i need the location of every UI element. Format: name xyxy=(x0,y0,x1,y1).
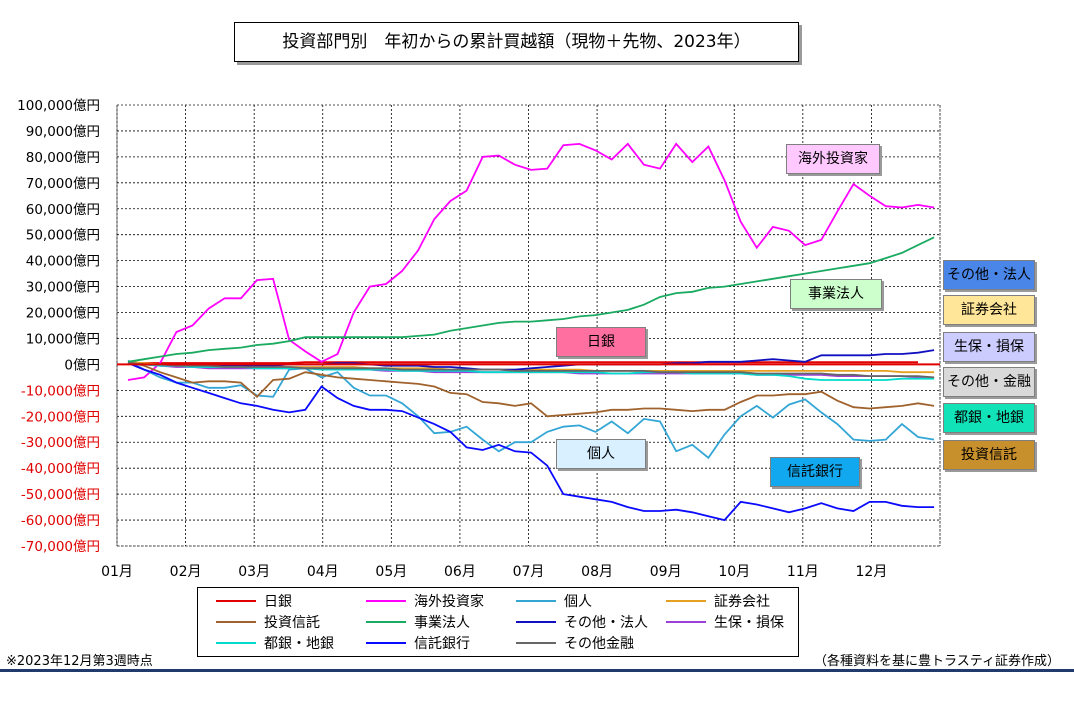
y-tick-label: 20,000億円 xyxy=(26,306,100,322)
series-line-0 xyxy=(128,361,918,365)
legend-item: その他・法人 xyxy=(516,612,648,632)
legend-item: 投資信託 xyxy=(216,612,320,632)
y-tick-label: -40,000億円 xyxy=(21,461,100,477)
legend-label: 事業法人 xyxy=(414,615,470,631)
legend-label: 個人 xyxy=(564,594,592,610)
x-tick-label: 06月 xyxy=(444,564,476,580)
x-tick-label: 09月 xyxy=(650,564,682,580)
chart-title: 投資部門別 年初からの累計買越額（現物＋先物、2023年） xyxy=(234,22,799,62)
x-tick-label: 12月 xyxy=(856,564,888,580)
legend-swatch xyxy=(516,621,556,623)
series-line-9 xyxy=(127,362,935,522)
y-tick-label: -70,000億円 xyxy=(21,539,100,555)
y-tick-label: 0億円 xyxy=(64,357,100,373)
legend-label: 証券会社 xyxy=(714,594,770,610)
annotation-label: 信託銀行 xyxy=(770,457,860,487)
annotation-label: 生保・損保 xyxy=(943,332,1035,362)
y-tick-label: -30,000億円 xyxy=(21,435,100,451)
annotation-label: その他・金融 xyxy=(943,367,1035,397)
legend-item: 日銀 xyxy=(216,591,292,611)
legend-label: 生保・損保 xyxy=(714,615,784,631)
series-line-6 xyxy=(127,349,935,371)
x-tick-label: 10月 xyxy=(718,564,750,580)
y-axis-ticks: 100,000億円 90,000億円 80,000億円 70,000億円 60,000億… xyxy=(17,98,100,555)
legend-item: 海外投資家 xyxy=(366,591,484,611)
annotation-label: 日銀 xyxy=(556,327,646,357)
legend-item: 信託銀行 xyxy=(366,633,470,653)
legend-label: 都銀・地銀 xyxy=(264,636,334,652)
y-tick-label: 40,000億円 xyxy=(26,254,100,270)
x-tick-label: 01月 xyxy=(101,564,133,580)
annotation-label: その他・法人 xyxy=(943,260,1035,290)
line-chart: 100,000億円 90,000億円 80,000億円 70,000億円 60,000億… xyxy=(17,98,941,580)
series-lines xyxy=(117,142,940,522)
annotation-label: 都銀・地銀 xyxy=(943,403,1035,433)
x-tick-label: 02月 xyxy=(170,564,202,580)
bottom-rule xyxy=(0,669,1074,672)
legend-item: その他金融 xyxy=(516,633,634,653)
legend-swatch xyxy=(366,621,406,623)
legend: 日銀 海外投資家 個人 証券会社投資信託 事業法人 その他・法人 生保・損保都銀・地銀 信託銀… xyxy=(197,587,799,657)
y-tick-label: 10,000億円 xyxy=(26,331,100,347)
legend-swatch xyxy=(516,642,556,644)
legend-item: 証券会社 xyxy=(666,591,770,611)
legend-item: 都銀・地銀 xyxy=(216,633,334,653)
series-line-4 xyxy=(127,360,935,418)
x-tick-label: 05月 xyxy=(375,564,407,580)
x-tick-label: 03月 xyxy=(238,564,270,580)
legend-swatch xyxy=(216,642,256,644)
x-tick-label: 08月 xyxy=(581,564,613,580)
legend-swatch xyxy=(666,600,706,602)
legend-swatch xyxy=(216,621,256,623)
y-tick-label: -60,000億円 xyxy=(21,513,100,529)
legend-item: 生保・損保 xyxy=(666,612,784,632)
annotation-label: 海外投資家 xyxy=(786,144,880,174)
y-tick-label: -10,000億円 xyxy=(21,383,100,399)
x-tick-label: 07月 xyxy=(513,564,545,580)
y-tick-label: 100,000億円 xyxy=(17,98,100,114)
annotation-label: 投資信託 xyxy=(943,440,1035,470)
y-tick-label: -50,000億円 xyxy=(21,487,100,503)
y-tick-label: 30,000億円 xyxy=(26,280,100,296)
series-line-10 xyxy=(127,362,935,379)
y-tick-label: 50,000億円 xyxy=(26,228,100,244)
legend-swatch xyxy=(216,600,256,602)
y-tick-label: 70,000億円 xyxy=(26,176,100,192)
x-tick-label: 11月 xyxy=(787,564,819,580)
legend-label: 海外投資家 xyxy=(414,594,484,610)
footnote: ※2023年12月第3週時点 xyxy=(6,654,153,669)
y-tick-label: -20,000億円 xyxy=(21,409,100,425)
legend-swatch xyxy=(666,621,706,623)
legend-item: 個人 xyxy=(516,591,592,611)
y-tick-label: 60,000億円 xyxy=(26,202,100,218)
legend-label: 日銀 xyxy=(264,594,292,610)
legend-swatch xyxy=(516,600,556,602)
legend-label: 投資信託 xyxy=(264,615,320,631)
y-tick-label: 90,000億円 xyxy=(26,124,100,140)
legend-swatch xyxy=(366,600,406,602)
x-axis-ticks: 01月 02月 03月 04月 05月 06月 07月 08月 09月 10月 11月 12月 xyxy=(101,564,887,580)
series-line-5 xyxy=(127,236,935,363)
source-note: （各種資料を基に豊トラスティ証券作成） xyxy=(814,654,1060,669)
annotation-label: 個人 xyxy=(556,439,646,469)
legend-label: その他・法人 xyxy=(564,615,648,631)
legend-label: 信託銀行 xyxy=(414,636,470,652)
series-line-1 xyxy=(127,142,935,381)
legend-swatch xyxy=(366,642,406,644)
series-line-2 xyxy=(127,359,935,460)
x-tick-label: 04月 xyxy=(307,564,339,580)
legend-item: 事業法人 xyxy=(366,612,470,632)
series-line-8 xyxy=(127,362,935,381)
annotation-label: 事業法人 xyxy=(790,279,882,309)
annotation-label: 証券会社 xyxy=(943,295,1035,325)
legend-label: その他金融 xyxy=(564,636,634,652)
y-tick-label: 80,000億円 xyxy=(26,150,100,166)
